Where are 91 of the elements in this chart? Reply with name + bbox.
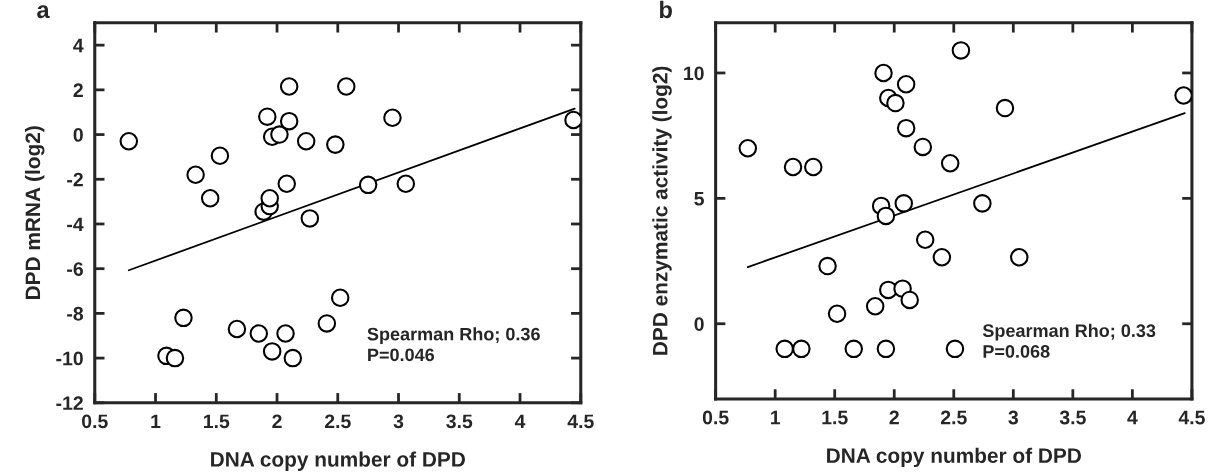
point (775, 339, 794, 359)
point (896, 118, 916, 138)
point (270, 125, 289, 144)
point (296, 132, 316, 151)
annotation: Spearman Rho; 0.33 P=0.068 (982, 323, 1156, 358)
point (283, 348, 303, 368)
x-tick-label: 0.5 (702, 410, 729, 425)
point (874, 63, 893, 83)
y-tick-label: 0 (73, 128, 83, 142)
point (886, 93, 905, 113)
y-tick-label: 5 (694, 192, 704, 206)
y-tick-label: -4 (67, 217, 84, 232)
point (186, 165, 205, 185)
y-tick-label: 2 (73, 83, 83, 97)
point (279, 111, 299, 131)
y-tick-label: -2 (67, 172, 83, 187)
y-tick-label: -12 (56, 396, 83, 410)
annotation: Spearman Rho; 0.36 P=0.046 (367, 327, 540, 362)
x-tick-label: 3 (393, 414, 404, 429)
y-axis-title: DPD mRNA (log2) (24, 126, 45, 299)
point (383, 108, 402, 128)
point (165, 348, 185, 368)
x-tick-label: 4 (514, 414, 526, 428)
point (876, 206, 896, 226)
point (945, 339, 965, 359)
x-tick-label: 2.5 (940, 410, 967, 425)
point (804, 157, 823, 177)
x-tick-label: 4 (1127, 410, 1138, 425)
x-tick-label: 3.5 (1059, 410, 1086, 425)
point (995, 98, 1015, 118)
point (1174, 86, 1192, 105)
point (317, 314, 337, 333)
point (940, 153, 960, 173)
point (337, 77, 356, 96)
point (827, 304, 847, 323)
point (1010, 248, 1029, 267)
x-axis-title: DNA copy number of DPD (827, 447, 1081, 468)
point (818, 256, 837, 276)
x-tick-label: 0.5 (82, 414, 108, 429)
point (896, 74, 916, 94)
point (249, 324, 269, 343)
y-tick-label: -10 (56, 351, 83, 366)
point (227, 319, 247, 339)
x-tick-label: 2.5 (324, 414, 351, 429)
chart-title: b (660, 0, 672, 19)
x-tick-label: 1 (770, 410, 781, 425)
point (330, 288, 350, 307)
x-axis-title: DNA copy number of DPD (211, 451, 465, 471)
y-tick-label: 4 (73, 38, 84, 53)
point (276, 324, 295, 343)
point (894, 194, 914, 213)
point (951, 41, 971, 60)
x-tick-label: 3.5 (446, 414, 473, 429)
y-tick-label: 0 (694, 317, 704, 331)
point (358, 175, 378, 195)
point (865, 296, 885, 316)
x-tick-label: 1 (151, 414, 161, 428)
x-tick-label: 2 (889, 410, 899, 425)
y-axis-title: DPD enzymatic activity (log2) (652, 66, 672, 355)
point (900, 290, 919, 310)
x-tick-label: 4.5 (1178, 410, 1205, 425)
point (326, 135, 345, 154)
x-tick-label: 3 (1008, 410, 1019, 425)
point (973, 194, 992, 213)
point (844, 339, 864, 359)
point (200, 189, 220, 208)
point (915, 230, 935, 249)
point (792, 339, 811, 359)
point (876, 339, 896, 359)
point (262, 342, 282, 361)
y-tick-label: -6 (67, 262, 83, 276)
point (260, 189, 279, 208)
point (396, 174, 416, 193)
y-tick-label: -8 (67, 306, 84, 321)
x-tick-label: 1.5 (203, 414, 230, 429)
point (932, 248, 952, 267)
x-tick-label: 2 (272, 414, 282, 428)
point (300, 209, 320, 228)
point (913, 137, 933, 157)
point (258, 107, 277, 126)
point (783, 157, 803, 177)
y-tick-label: 10 (684, 66, 704, 81)
x-tick-label: 1.5 (822, 410, 848, 425)
x-tick-label: 4.5 (567, 414, 594, 429)
point (279, 77, 299, 96)
point (738, 138, 758, 158)
chart-title: a (37, 5, 50, 19)
point (174, 308, 193, 328)
point (119, 132, 139, 151)
point (277, 174, 296, 193)
point (210, 146, 230, 166)
